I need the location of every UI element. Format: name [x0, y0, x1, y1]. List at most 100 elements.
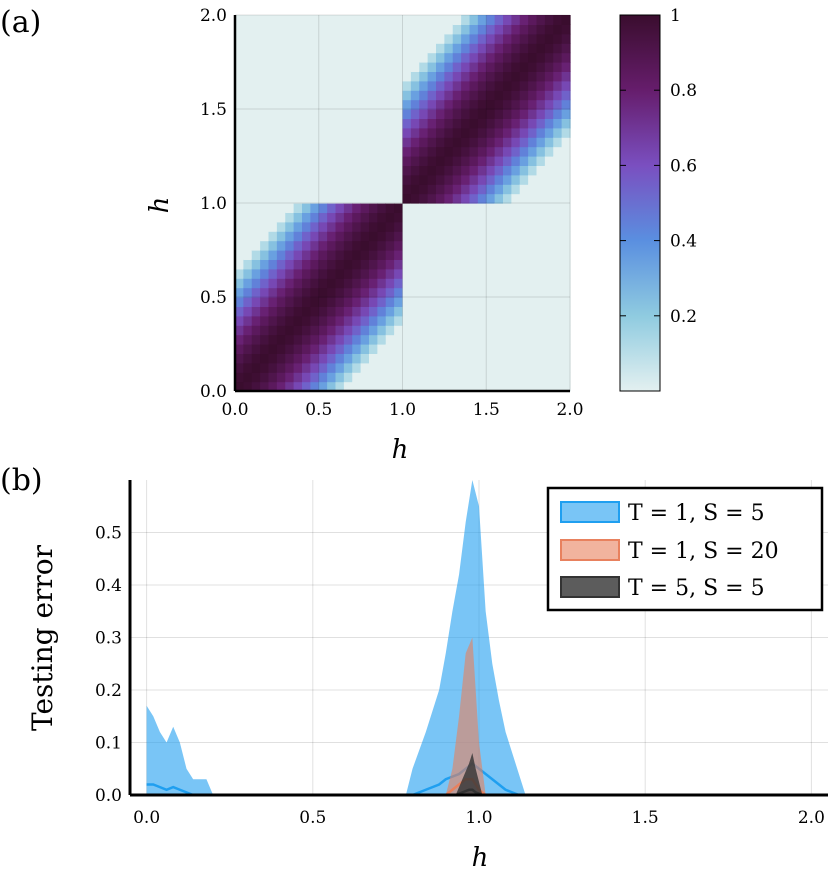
heatmap-cell: [419, 334, 429, 345]
heatmap-cell: [427, 52, 437, 63]
heatmap-cell: [268, 165, 278, 176]
heatmap-cell: [394, 278, 404, 289]
heatmap-cell: [544, 52, 554, 63]
heatmap-cell: [352, 43, 362, 54]
heatmap-cell: [494, 297, 504, 307]
heatmap-cell: [536, 146, 546, 157]
heatmap-cell: [235, 184, 244, 195]
heatmap-cell: [268, 381, 278, 392]
heatmap-cell: [419, 297, 429, 307]
lineplot-ytick-label: 0.0: [95, 786, 122, 806]
heatmap-cell: [243, 174, 253, 185]
heatmap-cell: [251, 297, 261, 307]
heatmap-cell: [427, 268, 437, 279]
heatmap-cell: [553, 165, 563, 176]
heatmap-cell: [369, 184, 378, 195]
heatmap-cell: [293, 33, 303, 44]
heatmap-cell: [444, 221, 454, 232]
heatmap-cell: [318, 250, 328, 260]
heatmap-cell: [302, 156, 311, 166]
heatmap-cell: [553, 334, 563, 345]
heatmap-cell: [335, 137, 345, 148]
heatmap-cell: [343, 15, 353, 25]
heatmap-cell: [335, 240, 345, 251]
heatmap-ytick-label: 2.0: [200, 6, 227, 26]
heatmap-cell: [511, 372, 521, 383]
heatmap-cell: [335, 381, 345, 392]
heatmap-cell: [343, 240, 353, 251]
heatmap-cell: [486, 259, 496, 270]
heatmap-cell: [360, 184, 370, 195]
heatmap-cell: [369, 43, 378, 54]
heatmap-cell: [235, 156, 244, 166]
heatmap-cell: [318, 184, 328, 195]
heatmap-cell: [519, 43, 529, 54]
heatmap-cell: [360, 372, 370, 383]
heatmap-cell: [503, 62, 512, 72]
heatmap-cell: [486, 372, 496, 383]
heatmap-cell: [519, 184, 529, 195]
heatmap-cell: [536, 193, 546, 204]
heatmap-cell: [285, 15, 295, 25]
heatmap-cell: [327, 118, 337, 129]
heatmap-cell: [444, 99, 454, 110]
heatmap-cell: [335, 334, 345, 345]
heatmap-cell: [327, 334, 337, 345]
heatmap-cell: [528, 165, 538, 176]
heatmap-cell: [553, 15, 563, 25]
heatmap-cell: [553, 193, 563, 204]
heatmap-cell: [461, 372, 471, 383]
heatmap-cell: [494, 43, 504, 54]
heatmap-ytick-label: 1.5: [200, 100, 227, 120]
heatmap-cell: [436, 80, 445, 91]
heatmap-cell: [544, 306, 554, 317]
heatmap-cell: [561, 24, 571, 35]
heatmap-cell: [251, 15, 261, 25]
heatmap-cell: [352, 268, 362, 279]
heatmap-cell: [494, 334, 504, 345]
heatmap-cell: [352, 52, 362, 63]
heatmap-cell: [419, 109, 429, 119]
heatmap-cell: [544, 109, 554, 119]
heatmap-cell: [410, 203, 420, 213]
heatmap-cell: [444, 381, 454, 392]
heatmap-cell: [369, 278, 378, 289]
heatmap-cell: [519, 80, 529, 91]
heatmap-cell: [260, 137, 270, 148]
heatmap-cell: [394, 297, 404, 307]
heatmap-cell: [318, 33, 328, 44]
heatmap-cell: [276, 268, 286, 279]
heatmap-cell: [427, 43, 437, 54]
heatmap-cell: [235, 306, 244, 317]
heatmap-cell: [436, 362, 445, 373]
heatmap-cell: [343, 325, 353, 336]
heatmap-cell: [544, 99, 554, 110]
heatmap-cell: [444, 268, 454, 279]
heatmap-cell: [461, 80, 471, 91]
heatmap-cell: [444, 297, 454, 307]
heatmap-cell: [260, 193, 270, 204]
heatmap-cell: [402, 109, 412, 119]
heatmap-cell: [410, 240, 420, 251]
heatmap-cell: [436, 297, 445, 307]
heatmap-cell: [553, 174, 563, 185]
heatmap-cell: [461, 109, 471, 119]
heatmap-cell: [276, 165, 286, 176]
heatmap-cell: [528, 33, 538, 44]
heatmap-cell: [419, 259, 429, 270]
heatmap-cell: [276, 344, 286, 354]
heatmap-cell: [436, 90, 445, 101]
heatmap-cell: [235, 99, 244, 110]
heatmap-ytick-label: 1.0: [200, 194, 227, 214]
heatmap-cell: [293, 250, 303, 260]
heatmap-cell: [343, 259, 353, 270]
heatmap-cell: [427, 71, 437, 82]
heatmap-cell: [402, 146, 412, 157]
heatmap-cell: [360, 325, 370, 336]
heatmap-cell: [293, 118, 303, 129]
heatmap-cell: [285, 297, 295, 307]
heatmap-cell: [293, 146, 303, 157]
heatmap-cell: [268, 62, 278, 72]
heatmap-cell: [335, 184, 345, 195]
heatmap-cell: [352, 334, 362, 345]
